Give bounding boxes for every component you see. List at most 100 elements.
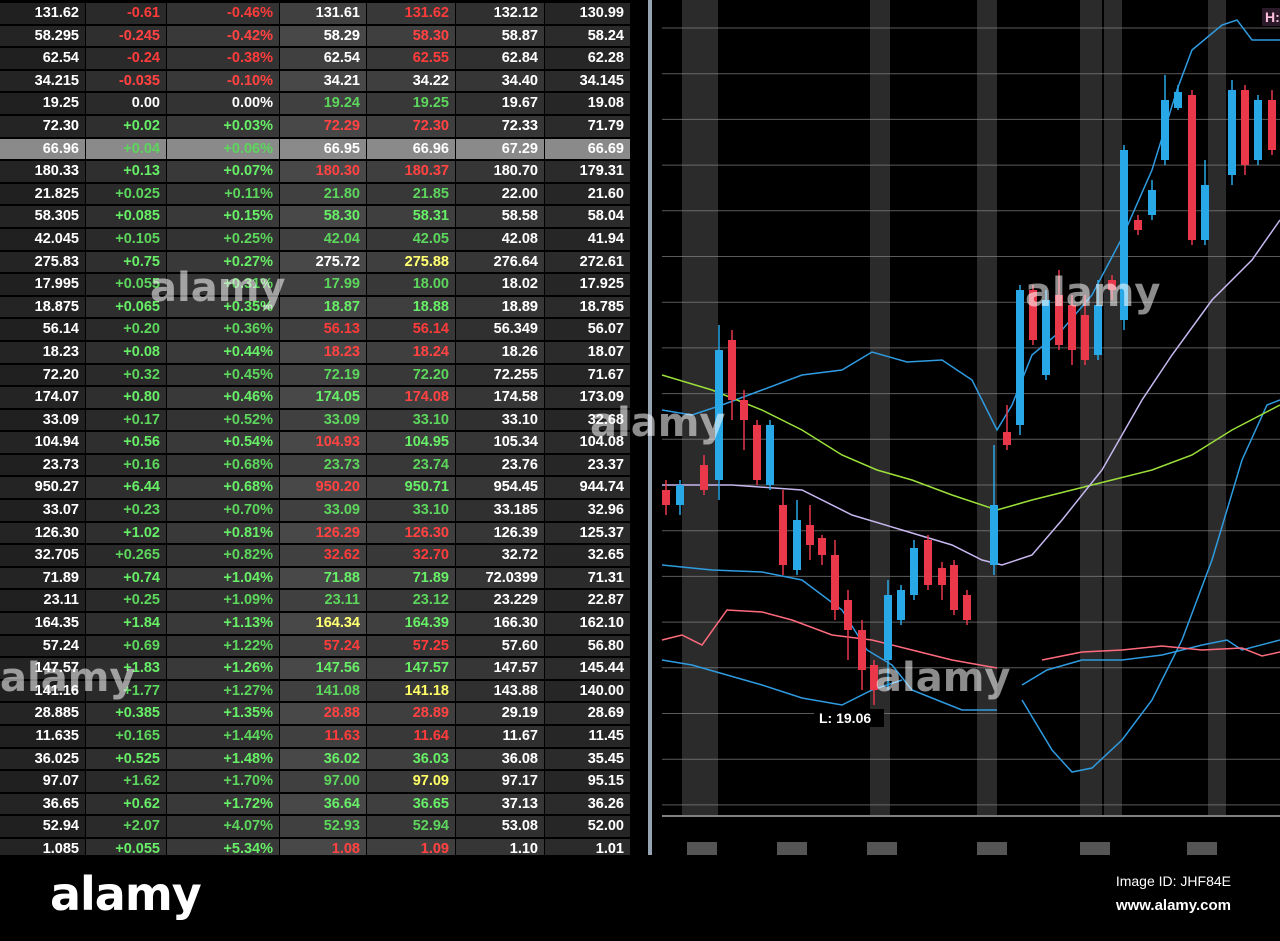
table-row[interactable]: 58.295 -0.245 -0.42% 58.29 58.30 58.87 58.24 <box>0 25 650 48</box>
table-row[interactable]: 34.215 -0.035 -0.10% 34.21 34.22 34.40 34.145 <box>0 70 650 93</box>
table-row[interactable]: 104.94 +0.56 +0.54% 104.93 104.95 105.34 104.0… <box>0 431 650 454</box>
high-cell: 105.34 <box>456 432 544 453</box>
table-row[interactable]: 52.94 +2.07 +4.07% 52.93 52.94 53.08 52.00 <box>0 815 650 838</box>
table-row[interactable]: 23.73 +0.16 +0.68% 23.73 23.74 23.76 23.37 <box>0 454 650 477</box>
table-row[interactable]: 57.24 +0.69 +1.22% 57.24 57.25 57.60 56.80 <box>0 635 650 658</box>
change-percent-cell: +1.44% <box>167 726 279 747</box>
table-row[interactable]: 72.30 +0.02 +0.03% 72.29 72.30 72.33 71.79 <box>0 115 650 138</box>
bid-cell: 34.21 <box>280 70 366 92</box>
candle-body <box>1268 100 1276 150</box>
table-row[interactable]: 62.54 -0.24 -0.38% 62.54 62.55 62.84 62.28 <box>0 47 650 70</box>
table-row[interactable]: 33.09 +0.17 +0.52% 33.09 33.10 33.10 32.68 <box>0 409 650 432</box>
table-row[interactable]: 66.96 +0.04 +0.06% 66.95 66.96 67.29 66.69 <box>0 138 650 161</box>
low-cell: 18.785 <box>545 296 630 318</box>
table-row[interactable]: 32.705 +0.265 +0.82% 32.62 32.70 32.72 32.65 <box>0 544 650 567</box>
table-row[interactable]: 141.16 +1.77 +1.27% 141.08 141.18 143.88 140.0… <box>0 680 650 703</box>
last-price-cell: 58.305 <box>0 206 85 227</box>
table-row[interactable]: 147.57 +1.83 +1.26% 147.56 147.57 147.57 145.4… <box>0 657 650 680</box>
table-row[interactable]: 36.65 +0.62 +1.72% 36.64 36.65 37.13 36.26 <box>0 793 650 816</box>
high-cell: 23.76 <box>456 454 544 476</box>
ask-cell: 32.70 <box>367 545 455 566</box>
candlestick-chart[interactable]: L: 19.06 H: <box>652 0 1280 855</box>
last-price-cell: 97.07 <box>0 771 85 792</box>
table-row[interactable]: 58.305 +0.085 +0.15% 58.30 58.31 58.58 58.04 <box>0 205 650 228</box>
change-percent-cell: +0.68% <box>167 477 279 499</box>
change-cell: +0.80 <box>86 387 166 408</box>
candle-body <box>753 425 761 480</box>
change-cell: -0.245 <box>86 25 166 47</box>
change-cell: +0.75 <box>86 251 166 273</box>
candle-body <box>1108 280 1116 290</box>
table-row[interactable]: 18.23 +0.08 +0.44% 18.23 18.24 18.26 18.07 <box>0 341 650 364</box>
table-row[interactable]: 950.27 +6.44 +0.68% 950.20 950.71 954.45 944.7… <box>0 476 650 499</box>
ask-cell: 33.10 <box>367 500 455 521</box>
last-price-cell: 180.33 <box>0 161 85 182</box>
ask-cell: 1.09 <box>367 838 455 855</box>
table-row[interactable]: 18.875 +0.065 +0.35% 18.87 18.88 18.89 18.785 <box>0 296 650 319</box>
bid-cell: 174.05 <box>280 387 366 408</box>
change-cell: +0.055 <box>86 838 166 855</box>
signal-line-early <box>661 659 903 706</box>
table-row[interactable]: 42.045 +0.105 +0.25% 42.04 42.05 42.08 41.94 <box>0 228 650 251</box>
table-row[interactable]: 1.085 +0.055 +5.34% 1.08 1.09 1.10 1.01 <box>0 838 650 855</box>
change-percent-cell: +0.68% <box>167 454 279 476</box>
table-row[interactable]: 275.83 +0.75 +0.27% 275.72 275.88 276.64 272.6… <box>0 251 650 274</box>
change-percent-cell: 0.00% <box>167 93 279 114</box>
last-price-cell: 58.295 <box>0 25 85 47</box>
last-price-cell: 28.885 <box>0 703 85 724</box>
panel-divider[interactable] <box>648 0 652 855</box>
table-row[interactable]: 97.07 +1.62 +1.70% 97.00 97.09 97.17 95.15 <box>0 770 650 793</box>
bollinger-upper <box>661 19 1280 432</box>
bid-cell: 104.93 <box>280 432 366 453</box>
watermark-overlay: alamy <box>150 265 286 311</box>
change-cell: +0.62 <box>86 793 166 815</box>
low-cell: 944.74 <box>545 477 630 499</box>
change-cell: +6.44 <box>86 477 166 499</box>
candle-body <box>766 425 774 485</box>
candle-body <box>990 505 998 565</box>
candle-body <box>1188 95 1196 240</box>
table-row[interactable]: 164.35 +1.84 +1.13% 164.34 164.39 166.30 162.1… <box>0 612 650 635</box>
low-cell: 21.60 <box>545 183 630 205</box>
bid-cell: 58.29 <box>280 25 366 47</box>
table-row[interactable]: 21.825 +0.025 +0.11% 21.80 21.85 22.00 21.60 <box>0 183 650 206</box>
candle-body <box>1174 92 1182 108</box>
table-row[interactable]: 71.89 +0.74 +1.04% 71.88 71.89 72.0399 71.31 <box>0 567 650 590</box>
table-row[interactable]: 28.885 +0.385 +1.35% 28.88 28.89 29.19 28.69 <box>0 702 650 725</box>
change-cell: -0.035 <box>86 70 166 92</box>
low-cell: 95.15 <box>545 771 630 792</box>
table-row[interactable]: 11.635 +0.165 +1.44% 11.63 11.64 11.67 11.45 <box>0 725 650 748</box>
table-row[interactable]: 72.20 +0.32 +0.45% 72.19 72.20 72.255 71.67 <box>0 364 650 387</box>
table-row[interactable]: 33.07 +0.23 +0.70% 33.09 33.10 33.185 32.96 <box>0 499 650 522</box>
bid-cell: 28.88 <box>280 703 366 724</box>
candle-body <box>844 600 852 630</box>
high-cell: 57.60 <box>456 635 544 657</box>
high-cell: 53.08 <box>456 816 544 837</box>
table-row[interactable]: 131.62 -0.61 -0.46% 131.61 131.62 132.12 130.9… <box>0 2 650 25</box>
high-cell: 58.58 <box>456 206 544 227</box>
table-row[interactable]: 126.30 +1.02 +0.81% 126.29 126.30 126.39 125.3… <box>0 522 650 545</box>
table-row[interactable]: 17.995 +0.055 +0.31% 17.99 18.00 18.02 17.925 <box>0 273 650 296</box>
last-price-cell: 21.825 <box>0 183 85 205</box>
signal-line <box>1021 639 1280 686</box>
ask-cell: 71.89 <box>367 567 455 589</box>
table-row[interactable]: 36.025 +0.525 +1.48% 36.02 36.03 36.08 35.45 <box>0 748 650 771</box>
ask-cell: 72.20 <box>367 364 455 386</box>
table-row[interactable]: 180.33 +0.13 +0.07% 180.30 180.37 180.70 179.3… <box>0 160 650 183</box>
ask-cell: 52.94 <box>367 816 455 837</box>
last-price-cell: 23.11 <box>0 590 85 612</box>
low-cell: 104.08 <box>545 432 630 453</box>
candle-body <box>950 565 958 610</box>
change-percent-cell: -0.46% <box>167 3 279 24</box>
change-percent-cell: +0.82% <box>167 545 279 566</box>
high-cell: 72.33 <box>456 115 544 137</box>
table-row[interactable]: 174.07 +0.80 +0.46% 174.05 174.08 174.58 173.0… <box>0 386 650 409</box>
ask-cell: 19.25 <box>367 93 455 114</box>
high-cell: 33.10 <box>456 409 544 431</box>
table-row[interactable]: 56.14 +0.20 +0.36% 56.13 56.14 56.349 56.07 <box>0 318 650 341</box>
change-percent-cell: +1.09% <box>167 590 279 612</box>
change-percent-cell: +0.54% <box>167 432 279 453</box>
candle-body <box>1201 185 1209 240</box>
table-row[interactable]: 23.11 +0.25 +1.09% 23.11 23.12 23.229 22.87 <box>0 589 650 612</box>
table-row[interactable]: 19.25 0.00 0.00% 19.24 19.25 19.67 19.08 <box>0 92 650 115</box>
